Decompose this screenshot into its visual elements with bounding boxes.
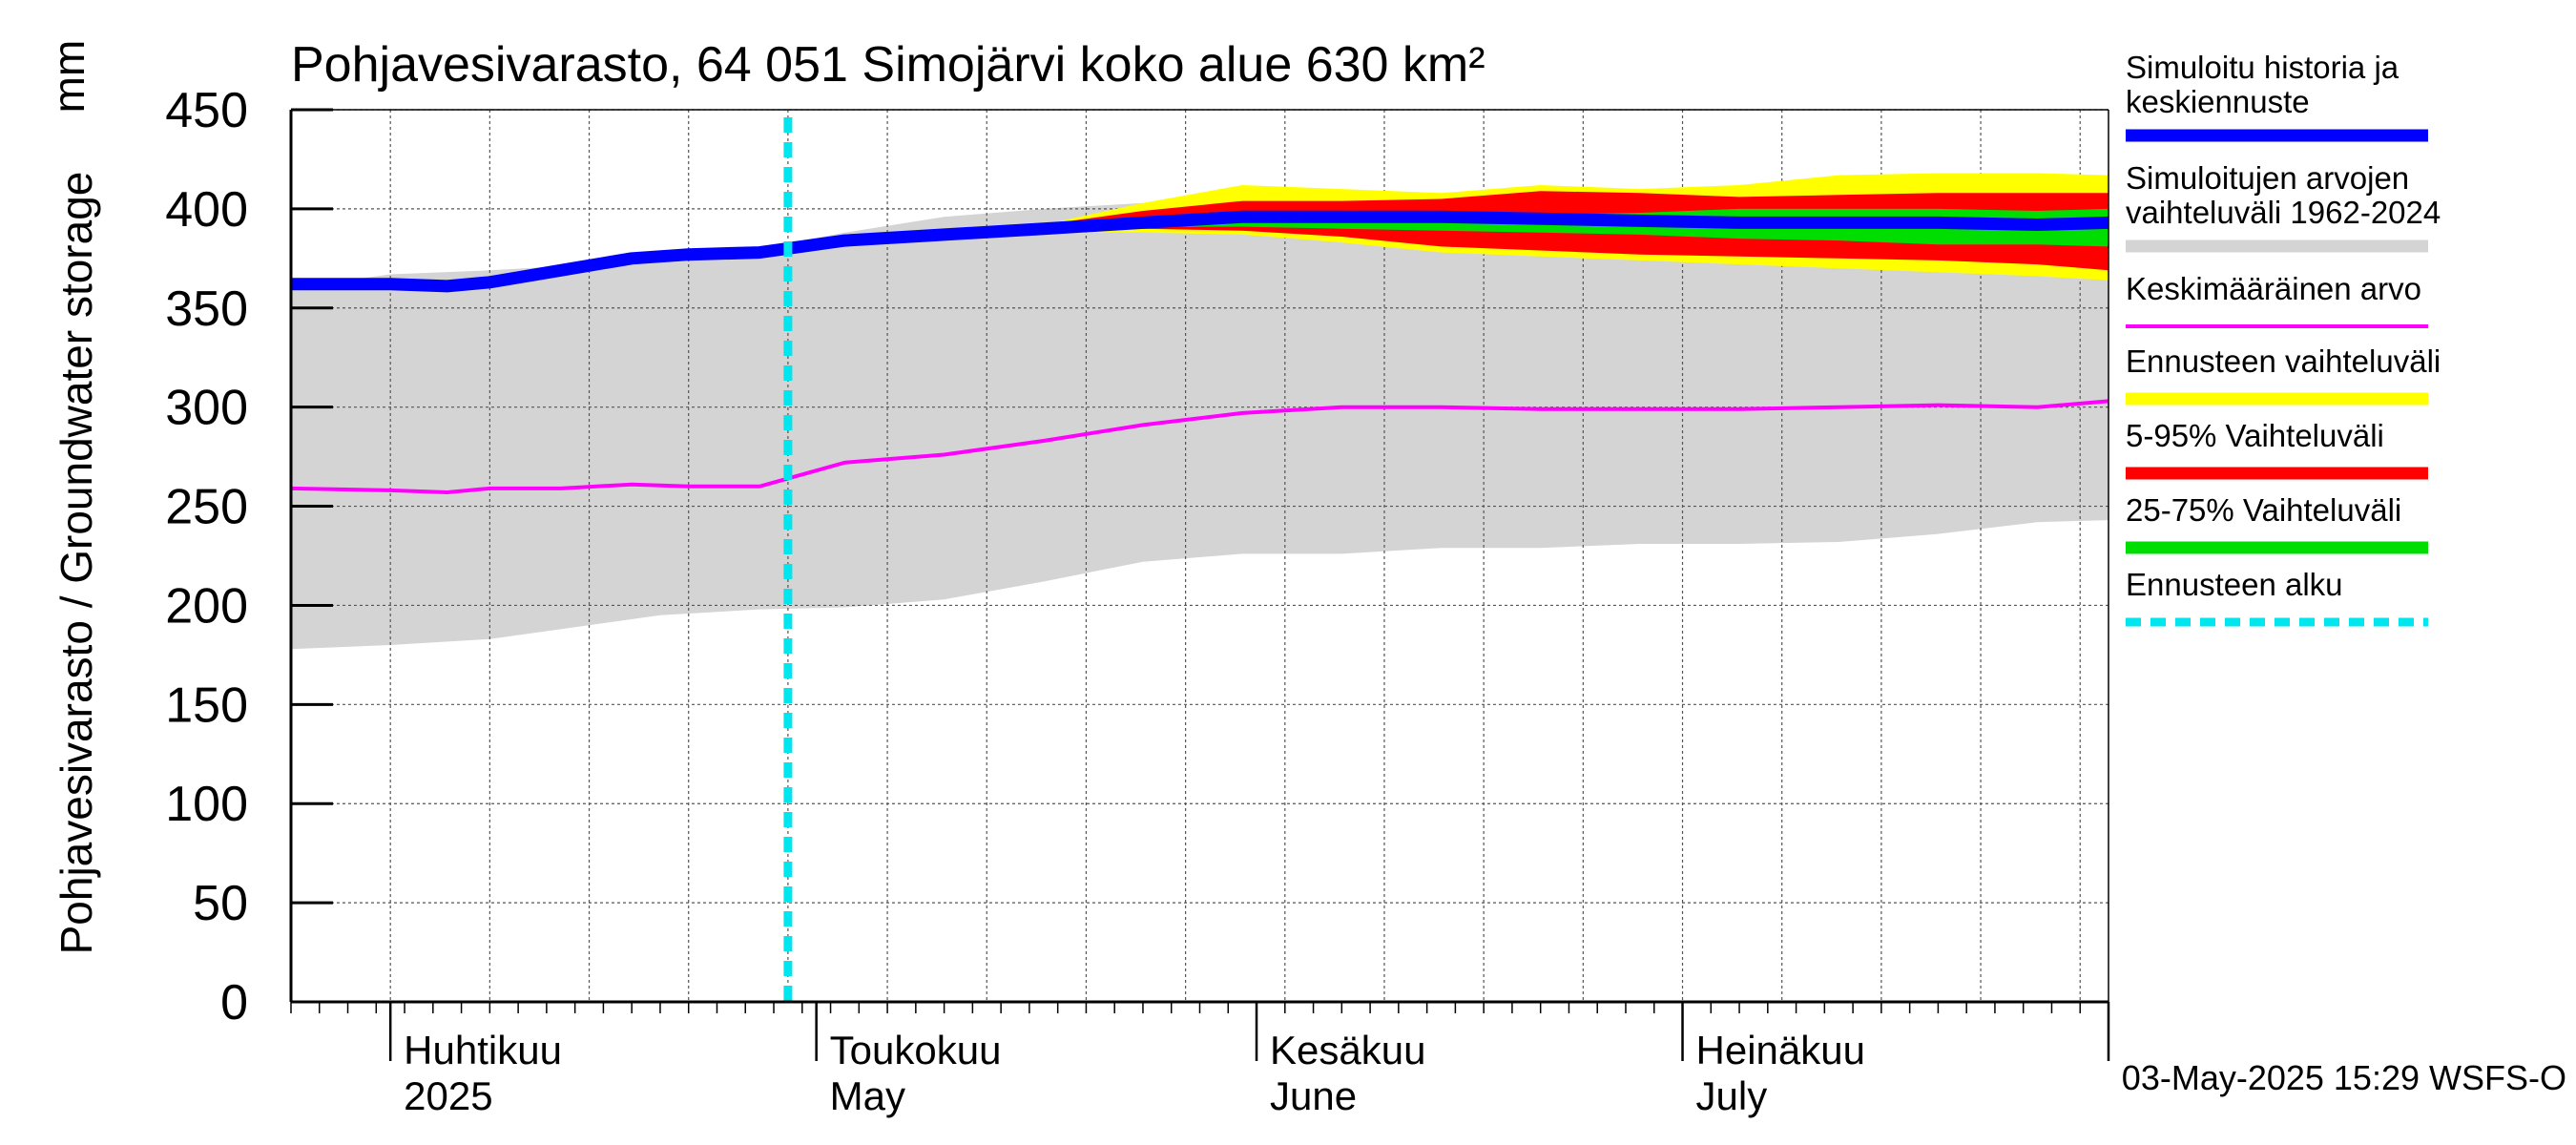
y-tick-label: 400 (165, 182, 248, 238)
y-tick-label: 0 (220, 975, 248, 1030)
simulated-history-line (291, 210, 2109, 293)
chart-title: Pohjavesivarasto, 64 051 Simojärvi koko … (291, 37, 1485, 93)
y-tick-label: 50 (193, 876, 248, 931)
y-axis-label: Pohjavesivarasto / Groundwater storage (52, 172, 101, 955)
legend-label: Simuloitujen arvojen (2126, 160, 2409, 196)
month-label-fi: Heinäkuu (1696, 1028, 1865, 1072)
y-tick-label: 350 (165, 281, 248, 337)
y-tick-label: 100 (165, 777, 248, 832)
legend-label: 25-75% Vaihteluväli (2126, 492, 2401, 528)
month-label-fi: Toukokuu (830, 1028, 1002, 1072)
month-label-en: June (1270, 1073, 1357, 1118)
month-label-fi: Kesäkuu (1270, 1028, 1425, 1072)
y-tick-label: 250 (165, 480, 248, 535)
y-tick-label: 300 (165, 381, 248, 436)
plot-area (290, 109, 2109, 1002)
legend-label: Keskimääräinen arvo (2126, 271, 2421, 306)
y-axis-unit: mm (44, 40, 93, 114)
y-tick-label: 150 (165, 677, 248, 733)
legend-label: Simuloitu historia ja (2126, 50, 2399, 85)
month-label-en: May (830, 1073, 905, 1118)
legend-label: 5-95% Vaihteluväli (2126, 418, 2384, 453)
legend-label: Ennusteen vaihteluväli (2126, 344, 2441, 379)
legend-label: keskiennuste (2126, 84, 2310, 119)
month-label-en: 2025 (404, 1073, 492, 1118)
month-label-en: July (1696, 1073, 1768, 1118)
legend-label: vaihteluväli 1962-2024 (2126, 195, 2441, 230)
y-tick-label: 200 (165, 578, 248, 634)
legend-label: Ennusteen alku (2126, 567, 2343, 602)
month-label-fi: Huhtikuu (404, 1028, 562, 1072)
mean-value-line (290, 399, 2109, 495)
y-tick-label: 450 (165, 83, 248, 138)
footer-timestamp: 03-May-2025 15:29 WSFS-O (2122, 1058, 2566, 1097)
